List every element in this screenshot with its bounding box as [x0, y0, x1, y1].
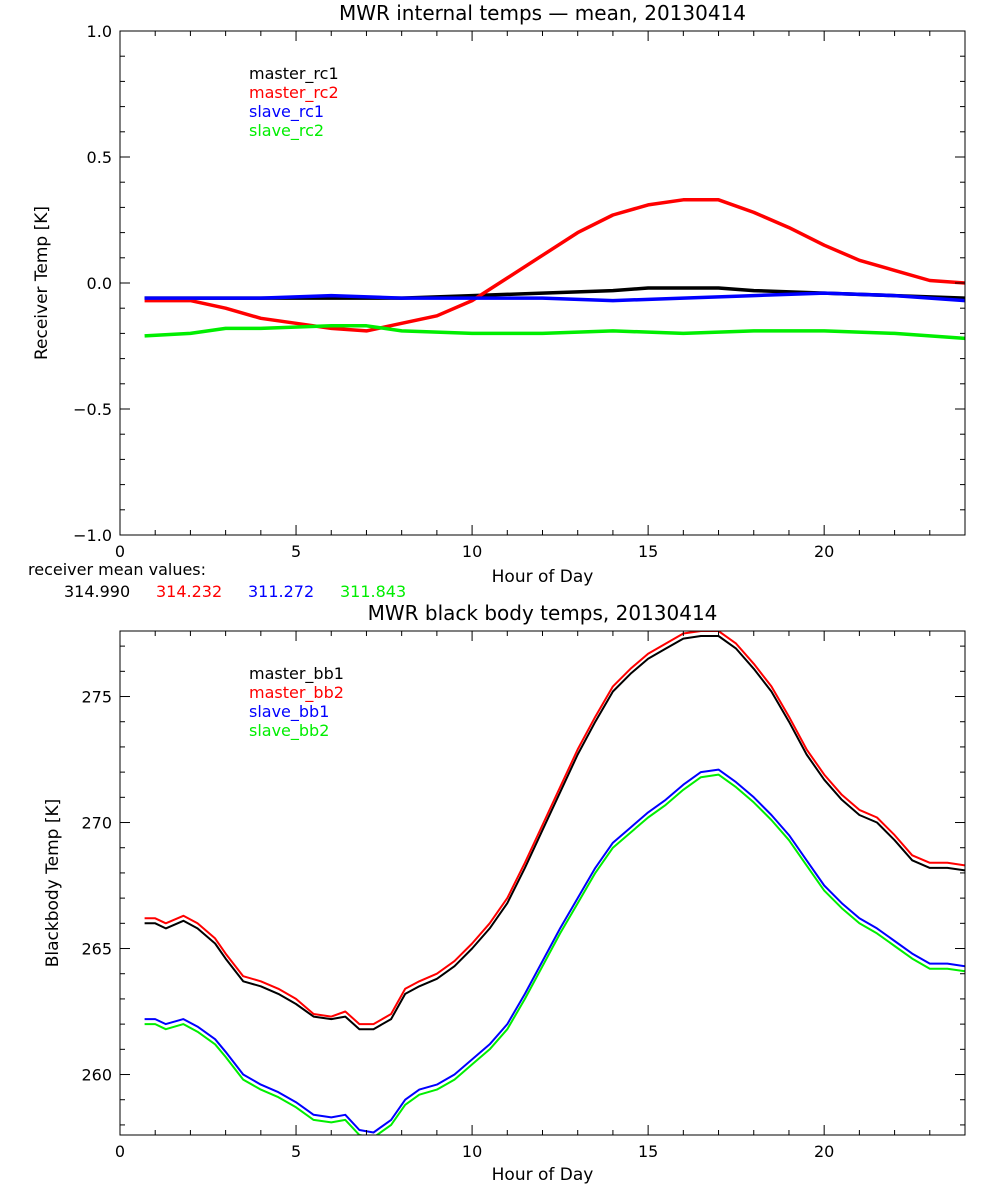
- y-axis-label: Blackbody Temp [K]: [43, 799, 63, 968]
- legend-slave-rc1: slave_rc1: [249, 102, 324, 122]
- receiver-temps-chart: 0 5 10 15 20 −1.0 −0.5 0.0 0.5 1.0 MWR internal te…: [32, 1, 966, 587]
- series-line-bb-1: [144, 635, 965, 1031]
- legend-master-bb2: master_bb2: [249, 683, 344, 703]
- x-axis-label: Hour of Day: [492, 1165, 594, 1185]
- y-tick-label: 270: [81, 814, 112, 833]
- legend-master-rc2: master_rc2: [249, 83, 339, 103]
- y-tick-label: 1.0: [87, 22, 112, 41]
- series-line-rc-3: [144, 291, 965, 303]
- series-line-rc-4: [144, 324, 965, 341]
- x-tick-label: 5: [291, 542, 301, 561]
- receiver-mean-values-label: receiver mean values:: [28, 560, 206, 579]
- receiver-mean-value-1: 314.990: [64, 582, 130, 601]
- chart-title: MWR internal temps — mean, 20130414: [339, 1, 746, 25]
- legend-master-bb1: master_bb1: [249, 664, 344, 684]
- x-tick-label: 10: [462, 542, 482, 561]
- receiver-mean-value-4: 311.843: [340, 582, 406, 601]
- legend-master-rc1: master_rc1: [249, 64, 339, 84]
- y-tick-label: −0.5: [73, 400, 112, 419]
- receiver-mean-values: receiver mean values: 314.990 314.232 31…: [28, 560, 406, 601]
- receiver-mean-value-3: 311.272: [248, 582, 314, 601]
- y-tick-label: 0.5: [87, 148, 112, 167]
- plot-frame: [119, 630, 966, 1136]
- x-tick-label: 0: [115, 1142, 125, 1161]
- plot-frame: [119, 30, 966, 536]
- x-tick-label: 5: [291, 1142, 301, 1161]
- legend-slave-bb1: slave_bb1: [249, 702, 329, 722]
- receiver-mean-value-2: 314.232: [156, 582, 222, 601]
- y-tick-label: −1.0: [73, 526, 112, 545]
- y-tick-label: 275: [81, 688, 112, 707]
- series-line-bb-2: [144, 631, 965, 1026]
- series-line-bb-4: [144, 773, 965, 1135]
- series-line-rc-2: [144, 198, 965, 333]
- legend-slave-bb2: slave_bb2: [249, 721, 329, 741]
- x-tick-label: 20: [814, 1142, 834, 1161]
- y-tick-label: 0.0: [87, 274, 112, 293]
- legend-slave-rc2: slave_rc2: [249, 121, 324, 141]
- x-axis-label: Hour of Day: [492, 567, 594, 587]
- blackbody-temps-chart: 0 5 10 15 20 260 265 270 275 MWR black body temps…: [43, 601, 966, 1185]
- x-tick-label: 20: [814, 542, 834, 561]
- x-tick-label: 0: [115, 542, 125, 561]
- series-line-bb-3: [144, 768, 965, 1134]
- chart-title: MWR black body temps, 20130414: [368, 601, 718, 625]
- y-tick-label: 260: [81, 1066, 112, 1085]
- y-axis-label: Receiver Temp [K]: [32, 206, 52, 360]
- y-tick-label: 265: [81, 940, 112, 959]
- x-tick-label: 15: [638, 542, 658, 561]
- x-tick-label: 10: [462, 1142, 482, 1161]
- x-tick-label: 15: [638, 1142, 658, 1161]
